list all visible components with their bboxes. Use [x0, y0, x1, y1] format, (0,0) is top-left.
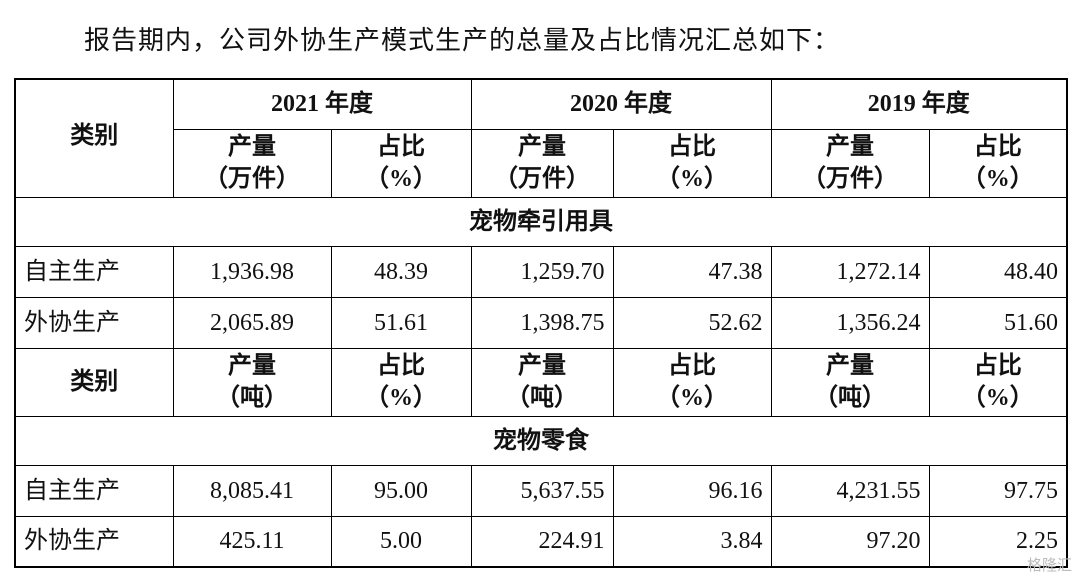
header-line: （%） [656, 385, 728, 411]
header-line: 产量 [826, 134, 874, 160]
value-cell: 97.75 [928, 464, 1068, 517]
header-line: 占比 [973, 353, 1022, 379]
header-line: 产量 [826, 353, 874, 379]
header-line: 占比 [377, 353, 425, 379]
column-header: 产量 （吨） [770, 347, 930, 417]
header-line: （吨） [814, 385, 886, 411]
header-line: （%） [961, 385, 1034, 411]
value-cell: 5.00 [330, 515, 472, 568]
table-row: 宠物零食 [14, 415, 1068, 466]
header-line: 产量 [228, 134, 276, 160]
header-line: 占比 [377, 134, 425, 160]
year-header: 2021 年度 [172, 78, 472, 130]
value-cell: 8,085.41 [172, 464, 332, 517]
value-cell: 51.60 [928, 296, 1068, 349]
table-row: 外协生产 2,065.89 51.61 1,398.75 52.62 1,356.24 51… [14, 296, 1068, 349]
column-header: 占比 （%） [928, 128, 1068, 198]
value-cell: 48.39 [330, 245, 472, 298]
value-cell: 2.25 [928, 515, 1068, 568]
value-cell: 224.91 [470, 515, 614, 568]
value-cell: 47.38 [612, 245, 772, 298]
column-header: 产量 （万件） [172, 128, 332, 198]
header-line: （万件） [204, 166, 300, 192]
value-cell: 48.40 [928, 245, 1068, 298]
header-line: 占比 [668, 134, 716, 160]
column-header: 产量 （吨） [470, 347, 614, 417]
table-row: 类别 产量 （吨） 占比 （%） 产量 （吨） 占比 （%） 产量 （吨） 占比 （%） [14, 347, 1068, 417]
value-cell: 5,637.55 [470, 464, 614, 517]
column-header: 占比 （%） [330, 128, 472, 198]
value-cell: 1,272.14 [770, 245, 930, 298]
section-title: 宠物牵引用具 [14, 196, 1068, 247]
header-line: （吨） [216, 385, 288, 411]
value-cell: 96.16 [612, 464, 772, 517]
value-cell: 3.84 [612, 515, 772, 568]
value-cell: 95.00 [330, 464, 472, 517]
value-cell: 1,356.24 [770, 296, 930, 349]
value-cell: 2,065.89 [172, 296, 332, 349]
header-line: （万件） [494, 166, 590, 192]
table-row: 类别 2021 年度 2020 年度 2019 年度 [14, 78, 1068, 198]
header-line: （%） [365, 385, 437, 411]
production-table: 类别 2021 年度 2020 年度 2019 年度 产量 （万件） 占比 （%） 产量 （万件）… [14, 78, 1068, 568]
header-line: （%） [365, 166, 437, 192]
header-line: （%） [961, 166, 1034, 192]
category-header: 类别 [14, 78, 174, 198]
table-row: 自主生产 1,936.98 48.39 1,259.70 47.38 1,272.14 48… [14, 245, 1068, 298]
header-line: 产量 [228, 353, 276, 379]
row-label: 自主生产 [14, 245, 174, 298]
column-header: 占比 （%） [612, 128, 772, 198]
year-header: 2020 年度 [470, 78, 772, 130]
header-line: （万件） [802, 166, 898, 192]
table-row: 外协生产 425.11 5.00 224.91 3.84 97.20 2.25 [14, 515, 1068, 568]
value-cell: 52.62 [612, 296, 772, 349]
row-label: 外协生产 [14, 296, 174, 349]
column-header: 产量 （吨） [172, 347, 332, 417]
year-header: 2019 年度 [770, 78, 1068, 130]
value-cell: 4,231.55 [770, 464, 930, 517]
header-line: （吨） [506, 385, 578, 411]
table-body: 类别 2021 年度 2020 年度 2019 年度 产量 （万件） 占比 （%） 产量 （万件）… [14, 78, 1068, 568]
intro-text: 报告期内，公司外协生产模式生产的总量及占比情况汇总如下： [84, 26, 841, 55]
table-row: 产量 （万件） 占比 （%） 产量 （万件） 占比 （%） 产量 （万件） 占比 （%） [15, 128, 1068, 198]
column-header: 产量 （万件） [470, 128, 614, 198]
value-cell: 425.11 [172, 515, 332, 568]
category-header: 类别 [14, 347, 174, 417]
value-cell: 97.20 [770, 515, 930, 568]
header-line: 占比 [973, 134, 1022, 160]
value-cell: 1,936.98 [172, 245, 332, 298]
section-title: 宠物零食 [14, 415, 1068, 466]
row-label: 外协生产 [14, 515, 174, 568]
value-cell: 1,259.70 [470, 245, 614, 298]
column-header: 占比 （%） [612, 347, 772, 417]
value-cell: 51.61 [330, 296, 472, 349]
column-header: 占比 （%） [928, 347, 1068, 417]
table-row: 自主生产 8,085.41 95.00 5,637.55 96.16 4,231.55 97… [14, 464, 1068, 517]
value-cell: 1,398.75 [470, 296, 614, 349]
column-header: 产量 （万件） [770, 128, 930, 198]
row-label: 自主生产 [14, 464, 174, 517]
watermark: 格隆汇 [1026, 556, 1072, 574]
column-header: 占比 （%） [330, 347, 472, 417]
header-line: （%） [656, 166, 728, 192]
header-line: 产量 [518, 134, 566, 160]
table-row: 宠物牵引用具 [14, 196, 1068, 247]
header-line: 占比 [668, 353, 716, 379]
header-line: 产量 [518, 353, 566, 379]
